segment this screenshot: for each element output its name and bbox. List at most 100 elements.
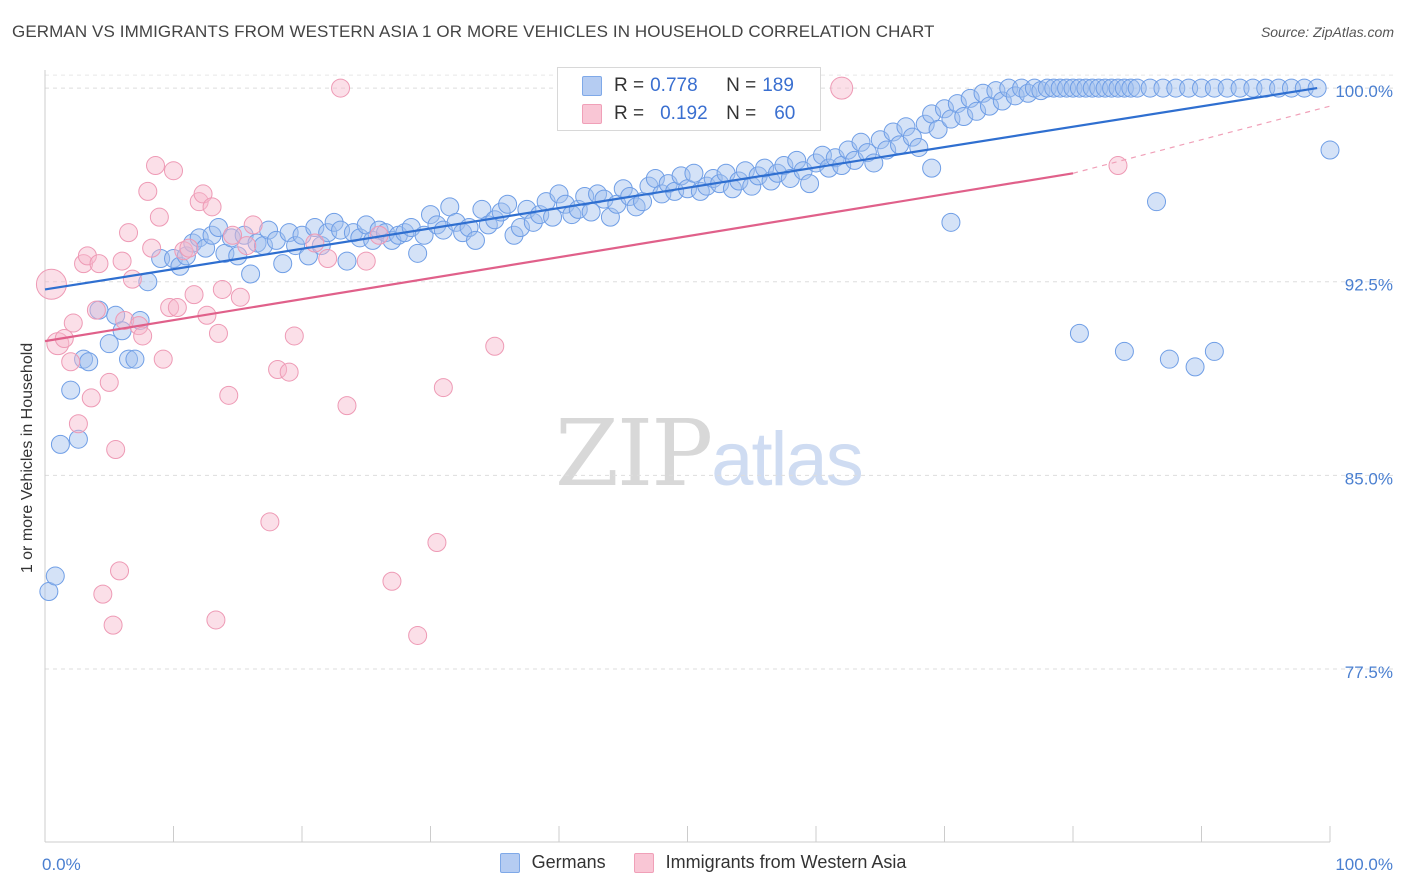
y-tick-label: 85.0% — [1345, 469, 1393, 488]
german-point — [800, 174, 820, 194]
series-legend-immigrants: Immigrants from Western Asia — [633, 852, 907, 873]
german-point — [1069, 323, 1089, 343]
german-point — [79, 352, 99, 372]
legend-n-value: 60 — [774, 103, 796, 124]
immigrant-trend-line — [44, 172, 1074, 343]
immigrant-point — [160, 298, 180, 318]
german-point — [61, 380, 81, 400]
german-point — [68, 429, 88, 449]
series-legend-germans: Germans — [499, 852, 606, 873]
series-label-immigrants: Immigrants from Western Asia — [665, 852, 907, 872]
immigrant-point — [305, 233, 325, 253]
immigrant-point — [830, 76, 854, 100]
legend-r-value: 0.778 — [650, 75, 698, 96]
german-point — [498, 194, 518, 214]
german-point — [510, 217, 530, 237]
german-point — [465, 230, 485, 250]
german-point — [928, 119, 948, 139]
series-swatch-germans — [499, 852, 520, 873]
german-point — [305, 217, 325, 237]
german-point — [523, 212, 543, 232]
immigrant-point — [193, 184, 213, 204]
immigrant-point — [138, 181, 158, 201]
immigrant-point — [93, 584, 113, 604]
immigrant-point — [243, 215, 263, 235]
immigrant-point — [179, 238, 199, 258]
immigrant-point — [331, 78, 351, 98]
immigrant-point — [284, 326, 304, 346]
german-point — [935, 99, 954, 119]
immigrant-point — [81, 388, 101, 408]
immigrant-point — [318, 248, 338, 268]
immigrant-point — [103, 615, 123, 635]
legend-r-value: 0.192 — [660, 103, 708, 124]
immigrant-point — [149, 207, 169, 227]
german-point — [119, 349, 139, 369]
german-point — [761, 171, 781, 191]
german-point — [337, 251, 357, 271]
watermark-zip: ZIP — [555, 400, 713, 507]
y-tick-label: 100.0% — [1335, 82, 1393, 101]
immigrant-point — [68, 414, 88, 434]
immigrant-point — [1108, 156, 1128, 176]
immigrant-point — [153, 349, 173, 369]
immigrant-point — [112, 251, 132, 271]
german-point — [967, 101, 987, 121]
german-point — [857, 143, 877, 163]
y-tick-label: 92.5% — [1345, 276, 1393, 295]
immigrant-point — [219, 385, 239, 405]
series-label-germans: Germans — [531, 852, 606, 872]
immigrant-point — [184, 285, 204, 305]
immigrant-point — [110, 561, 130, 581]
immigrant-point — [260, 512, 280, 532]
y-tick-label: 77.5% — [1345, 663, 1393, 682]
immigrant-point — [382, 571, 402, 591]
immigrant-point — [212, 279, 232, 299]
german-trend-line — [44, 86, 1318, 291]
german-point — [941, 212, 961, 232]
immigrant-point — [427, 532, 447, 552]
watermark: ZIPatlas — [555, 400, 864, 507]
german-point — [896, 117, 916, 137]
immigrant-point — [164, 161, 183, 181]
german-point — [1121, 78, 1141, 98]
immigrant-point — [106, 440, 126, 460]
german-point — [45, 566, 65, 586]
immigrant-point — [237, 236, 257, 256]
immigrant-point — [86, 300, 106, 320]
immigrant-point — [279, 362, 299, 382]
legend-r-label: R = — [614, 103, 645, 124]
immigrant-point — [142, 238, 162, 258]
german-point — [504, 225, 524, 245]
x-tick-label-min: 0.0% — [42, 855, 81, 874]
german-point — [421, 205, 440, 225]
legend-n-label: N = — [726, 75, 757, 96]
immigrant-point — [356, 251, 376, 271]
immigrant-point — [133, 326, 153, 346]
german-point — [241, 264, 261, 284]
immigrant-point — [167, 298, 187, 318]
legend-swatch-germans — [582, 76, 602, 96]
immigrant-point — [337, 396, 357, 416]
source-label: Source: ZipAtlas.com — [1260, 24, 1394, 40]
immigrant-point — [174, 241, 194, 261]
german-point — [99, 334, 119, 354]
german-point — [909, 137, 929, 157]
immigrant-point — [115, 310, 135, 330]
series-legend: Germans Immigrants from Western Asia — [0, 852, 1406, 873]
immigrant-point — [77, 246, 97, 266]
immigrant-point — [208, 323, 228, 343]
german-point — [902, 127, 922, 147]
german-point — [259, 220, 279, 240]
legend-n-value: 189 — [762, 75, 794, 96]
german-point — [1147, 192, 1167, 212]
legend-row-germans: R = 0.778 N = 189 — [582, 73, 794, 99]
german-point — [273, 254, 293, 274]
german-point — [202, 225, 222, 245]
immigrant-point — [35, 268, 67, 300]
immigrant-point — [122, 269, 142, 289]
german-point — [954, 106, 974, 126]
german-point — [408, 243, 428, 263]
immigrant-point — [146, 156, 166, 176]
